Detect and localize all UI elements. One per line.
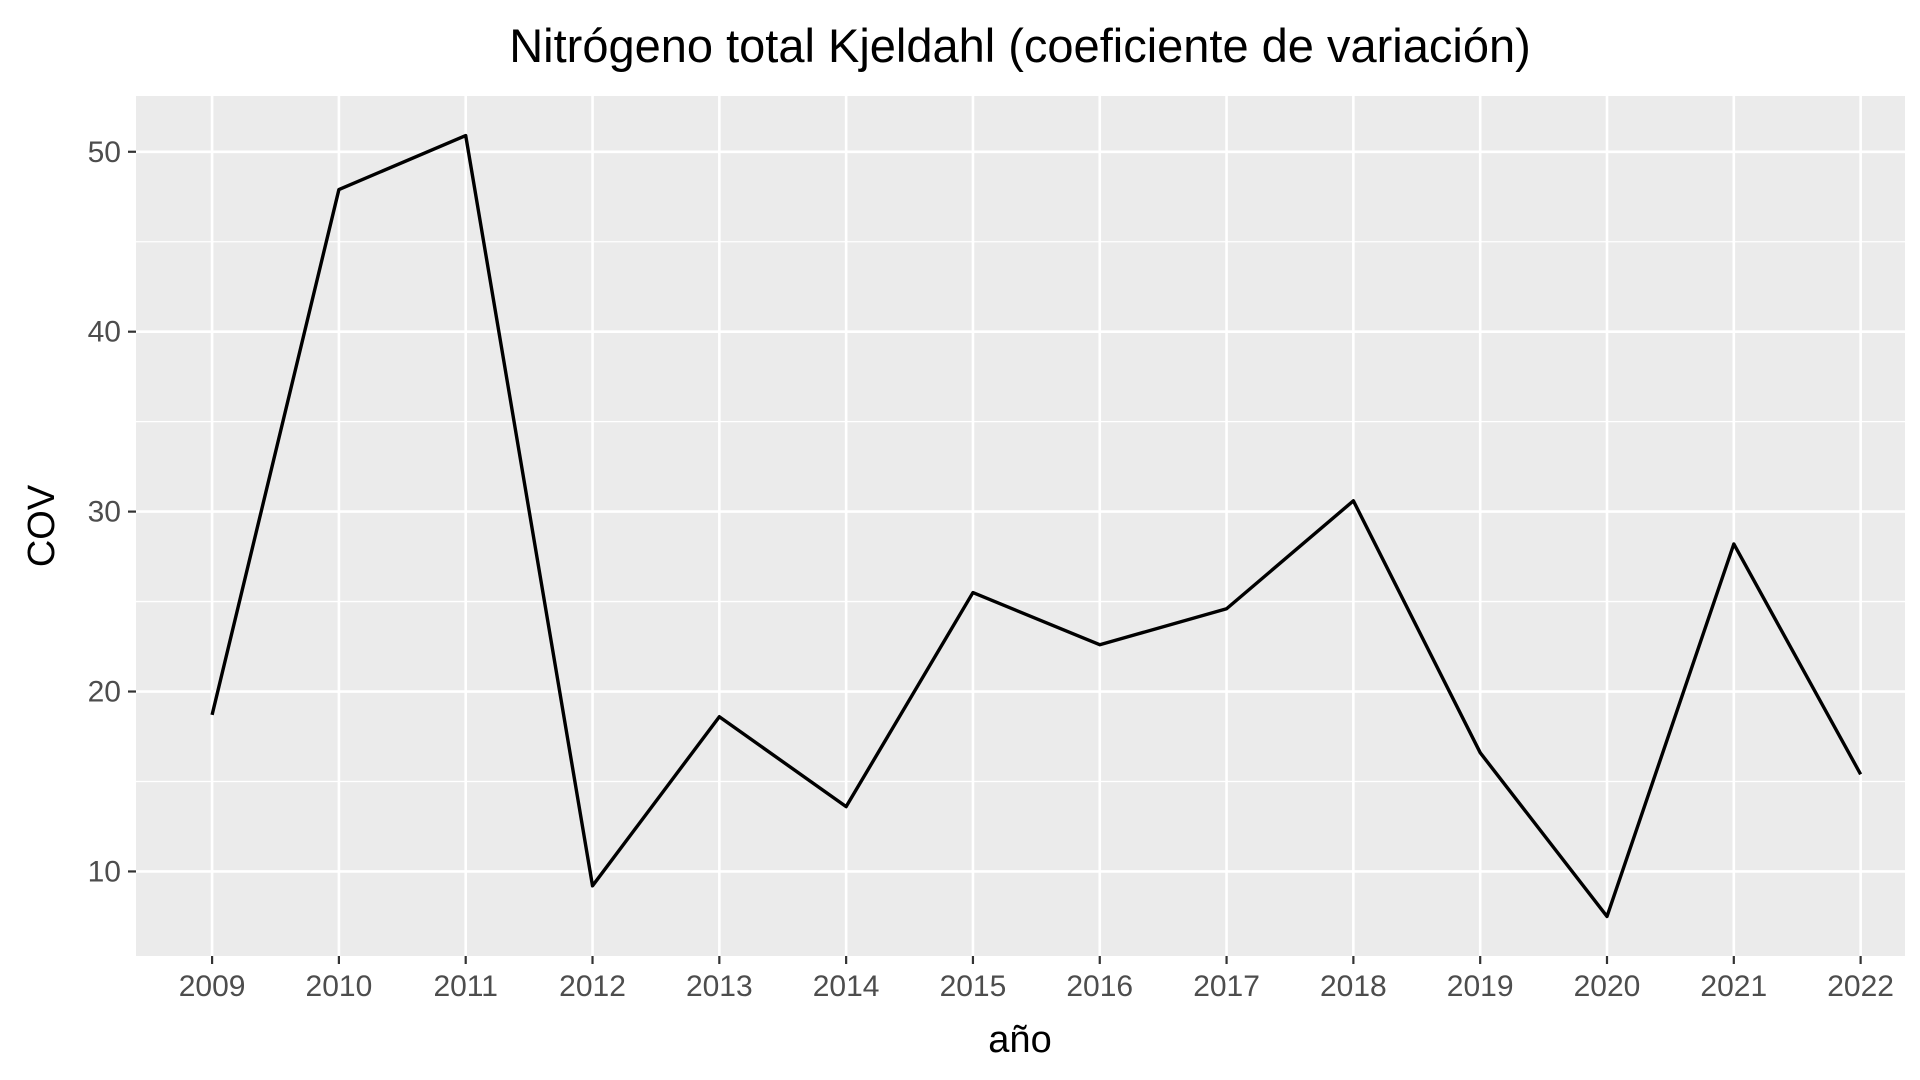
x-tick-label: 2021: [1700, 970, 1767, 1003]
x-tick-label: 2019: [1447, 970, 1514, 1003]
y-tick-label: 40: [88, 316, 121, 349]
major-gridlines: [136, 96, 1905, 956]
x-tick-label: 2013: [686, 970, 753, 1003]
plot-panel: [136, 96, 1905, 956]
series-layer: [210, 133, 1863, 919]
x-tick-label: 2014: [813, 970, 880, 1003]
minor-gridlines: [136, 241, 1905, 783]
x-tick-label: 2015: [940, 970, 1007, 1003]
x-axis: 2009 2010 2011 2012 2013 2014 2015 2016 2017 2018…: [179, 956, 1894, 1003]
y-axis: 10 20 30 40 50: [88, 136, 136, 888]
x-axis-title: año: [988, 1019, 1051, 1061]
x-tick-label: 2012: [559, 970, 626, 1003]
x-tick-label: 2009: [179, 970, 246, 1003]
chart-title: Nitrógeno total Kjeldahl (coeficiente de…: [509, 19, 1531, 72]
y-tick-label: 10: [88, 855, 121, 888]
x-tick-label: 2016: [1066, 970, 1133, 1003]
x-tick-label: 2022: [1827, 970, 1894, 1003]
x-tick-label: 2020: [1574, 970, 1641, 1003]
y-tick-label: 50: [88, 136, 121, 169]
x-tick-label: 2011: [433, 970, 498, 1003]
x-tick-label: 2010: [306, 970, 373, 1003]
x-tick-label: 2017: [1193, 970, 1260, 1003]
y-tick-label: 30: [88, 496, 121, 529]
y-axis-title: COV: [21, 484, 63, 567]
x-tick-label: 2018: [1320, 970, 1387, 1003]
y-tick-label: 20: [88, 676, 121, 709]
series-line: [210, 133, 1863, 919]
